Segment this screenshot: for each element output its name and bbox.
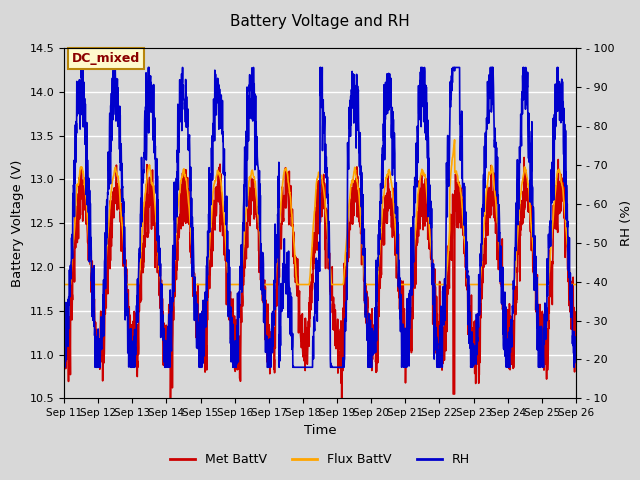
Flux BattV: [468, 282, 476, 288]
Flux BattV: [527, 220, 535, 226]
Flux BattV: [541, 282, 549, 288]
Y-axis label: Battery Voltage (V): Battery Voltage (V): [11, 159, 24, 287]
Flux BattV: [572, 282, 580, 288]
Y-axis label: RH (%): RH (%): [620, 200, 633, 246]
X-axis label: Time: Time: [304, 424, 336, 437]
RH: [469, 358, 477, 364]
Line: RH: RH: [64, 68, 576, 367]
Met BattV: [166, 396, 174, 401]
Flux BattV: [451, 137, 458, 143]
Met BattV: [346, 222, 354, 228]
Met BattV: [527, 199, 535, 205]
Met BattV: [572, 355, 580, 361]
RH: [78, 65, 86, 71]
Legend: Met BattV, Flux BattV, RH: Met BattV, Flux BattV, RH: [165, 448, 475, 471]
Flux BattV: [346, 197, 353, 203]
Met BattV: [468, 340, 476, 346]
RH: [335, 364, 342, 370]
RH: [527, 169, 535, 175]
Flux BattV: [335, 282, 342, 288]
Met BattV: [60, 311, 68, 316]
RH: [61, 364, 68, 370]
Met BattV: [203, 363, 211, 369]
Line: Met BattV: Met BattV: [64, 157, 576, 398]
RH: [204, 254, 211, 260]
Flux BattV: [203, 280, 211, 286]
RH: [541, 326, 549, 332]
Met BattV: [335, 349, 342, 355]
Met BattV: [520, 155, 528, 160]
Met BattV: [541, 327, 549, 333]
RH: [572, 360, 580, 365]
RH: [60, 364, 68, 370]
Text: DC_mixed: DC_mixed: [72, 52, 140, 65]
Line: Flux BattV: Flux BattV: [64, 140, 576, 285]
Flux BattV: [60, 282, 68, 288]
Text: Battery Voltage and RH: Battery Voltage and RH: [230, 14, 410, 29]
RH: [346, 114, 354, 120]
